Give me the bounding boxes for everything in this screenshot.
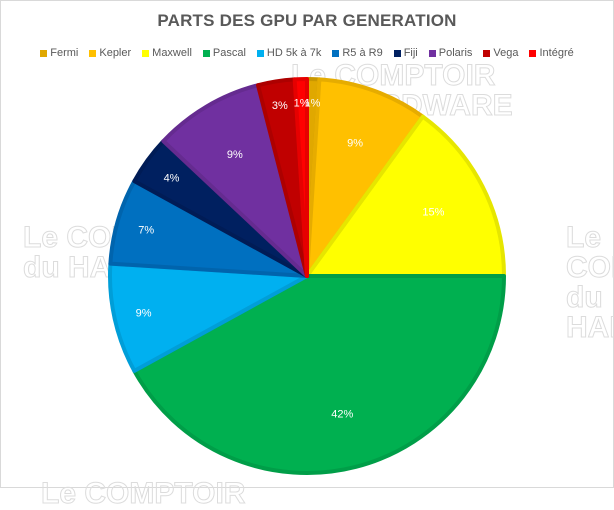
pie-slice-kepler[interactable] (305, 77, 425, 278)
pie-slice-maxwell[interactable] (305, 114, 506, 278)
legend-label: Fiji (403, 47, 418, 59)
chart-legend: Fermi Kepler Maxwell Pascal HD 5k à 7k R… (1, 47, 613, 59)
legend-label: Intégré (539, 47, 574, 59)
legend-swatch (142, 49, 150, 57)
legend-item-pascal[interactable]: Pascal (202, 47, 246, 59)
data-label: 9% (347, 138, 363, 150)
data-label: 3% (272, 100, 288, 112)
pie-slice-int-gr-[interactable] (292, 77, 309, 278)
legend-item-integre[interactable]: Intégré (529, 47, 574, 59)
data-label: 9% (136, 308, 152, 320)
pie-slice-pascal[interactable] (132, 274, 506, 475)
legend-item-kepler[interactable]: Kepler (89, 47, 131, 59)
legend-swatch (89, 49, 97, 57)
chart-title: PARTS DES GPU PAR GENERATION (157, 11, 457, 30)
legend-item-r5-r9[interactable]: R5 à R9 (332, 47, 383, 59)
legend-label: R5 à R9 (342, 47, 383, 59)
legend-swatch (40, 49, 48, 57)
data-label: 42% (331, 408, 353, 420)
legend-swatch (483, 49, 491, 57)
legend-label: Maxwell (152, 47, 192, 59)
legend-swatch (256, 49, 264, 57)
data-label: 1% (304, 98, 320, 110)
data-label: 1% (294, 98, 310, 110)
pie-slice-polaris[interactable] (161, 83, 309, 278)
data-label: 4% (164, 173, 180, 185)
legend-label: Pascal (212, 47, 246, 59)
pie-slices (108, 77, 506, 475)
data-label: 15% (422, 207, 444, 219)
legend-item-hd5k-7k[interactable]: HD 5k à 7k (256, 47, 322, 59)
legend-label: Fermi (50, 47, 79, 59)
data-label: 9% (227, 149, 243, 161)
legend-swatch (428, 49, 436, 57)
legend-swatch (393, 49, 401, 57)
data-label: 7% (138, 224, 154, 236)
legend-swatch (529, 49, 537, 57)
legend-swatch (332, 49, 340, 57)
legend-item-vega[interactable]: Vega (483, 47, 518, 59)
legend-item-polaris[interactable]: Polaris (428, 47, 473, 59)
legend-label: Polaris (438, 47, 473, 59)
legend-item-fiji[interactable]: Fiji (393, 47, 418, 59)
legend-item-fermi[interactable]: Fermi (40, 47, 78, 59)
legend-item-maxwell[interactable]: Maxwell (142, 47, 192, 59)
pie-chart: 1% 9% 15% 42% 9% 7% 4% 9% 3% 1% (108, 77, 506, 475)
pie-data-labels: 1% 9% 15% 42% 9% 7% 4% 9% 3% 1% (136, 98, 445, 421)
pie-slice-hd-5k-7k[interactable] (108, 261, 309, 373)
legend-label: Vega (493, 47, 519, 59)
legend-swatch (202, 49, 210, 57)
legend-label: HD 5k à 7k (266, 47, 322, 59)
legend-label: Kepler (99, 47, 132, 59)
